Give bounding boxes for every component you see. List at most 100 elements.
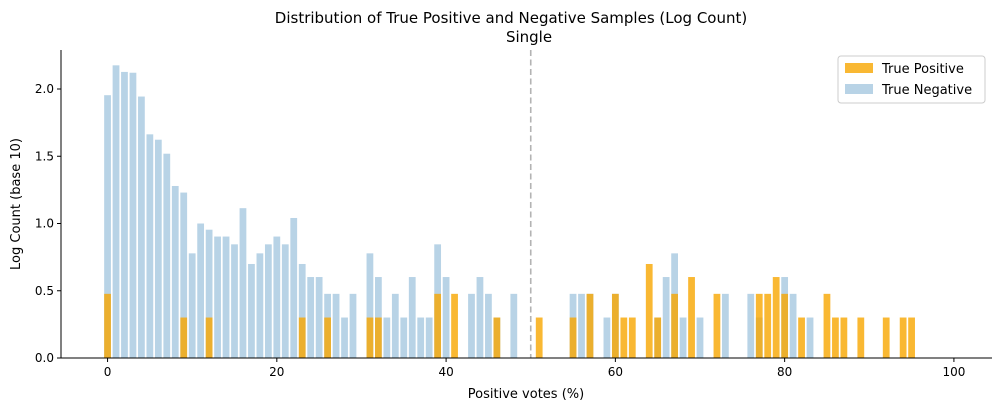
bar-true-positive-85 xyxy=(823,293,831,358)
bar-true-negative-15 xyxy=(231,244,238,358)
bar-true-negative-16 xyxy=(239,208,247,358)
bar-true-positive-31 xyxy=(366,317,374,358)
bar-true-negative-1 xyxy=(112,65,120,358)
bar-true-negative-25 xyxy=(315,277,323,358)
y-tick-label-2: 1.0 xyxy=(35,217,54,231)
x-axis-ticks: 0 20 40 60 80 100 xyxy=(104,358,965,379)
bar-true-positive-9 xyxy=(180,317,188,358)
legend-label-true-positive: True Positive xyxy=(881,62,964,77)
bar-true-negative-21 xyxy=(281,244,289,358)
bar-true-positive-64 xyxy=(645,263,653,358)
x-tick-label-20: 20 xyxy=(269,365,284,379)
bar-true-positive-80 xyxy=(781,293,789,358)
chart-subtitle: Single xyxy=(506,28,552,46)
bar-true-positive-89 xyxy=(857,317,865,358)
bar-true-negative-9 xyxy=(180,192,188,358)
bar-true-positive-12 xyxy=(205,317,213,358)
bar-true-positive-79 xyxy=(772,277,780,358)
bar-true-negative-35 xyxy=(400,317,408,358)
bar-true-positive-41 xyxy=(451,293,458,358)
x-tick-label-60: 60 xyxy=(608,365,623,379)
bar-true-positive-86 xyxy=(832,317,839,358)
bar-true-positive-65 xyxy=(654,317,662,358)
bar-true-negative-14 xyxy=(222,236,230,358)
bars-true-negative xyxy=(104,65,814,359)
bar-true-negative-45 xyxy=(485,293,492,358)
bar-true-negative-81 xyxy=(789,293,797,358)
bar-true-negative-23 xyxy=(298,263,306,358)
bar-true-positive-57 xyxy=(586,293,594,358)
bar-true-positive-26 xyxy=(324,317,331,358)
bar-true-negative-3 xyxy=(129,72,137,358)
bar-true-negative-76 xyxy=(747,293,755,358)
bar-true-negative-43 xyxy=(468,293,475,358)
bar-true-negative-20 xyxy=(273,236,281,358)
bar-true-negative-5 xyxy=(146,134,154,358)
bar-true-positive-77 xyxy=(755,293,763,358)
bar-true-negative-22 xyxy=(290,217,298,358)
bar-true-positive-78 xyxy=(764,293,772,358)
bar-true-positive-0 xyxy=(104,293,111,358)
bar-true-negative-17 xyxy=(248,263,255,358)
bar-true-negative-56 xyxy=(578,293,585,358)
bar-true-positive-72 xyxy=(713,293,721,358)
chart-legend: True Positive True Negative xyxy=(837,55,986,104)
bar-true-positive-87 xyxy=(840,317,848,358)
bar-true-positive-51 xyxy=(535,317,543,358)
bar-true-positive-94 xyxy=(899,317,907,358)
bar-true-negative-13 xyxy=(214,236,221,358)
bar-true-negative-10 xyxy=(188,253,196,358)
bar-true-negative-66 xyxy=(662,277,670,358)
x-tick-label-40: 40 xyxy=(438,365,453,379)
bar-true-positive-92 xyxy=(882,317,890,358)
chart-title: Distribution of True Positive and Negati… xyxy=(275,9,747,27)
bar-true-negative-11 xyxy=(197,223,205,358)
legend-label-true-negative: True Negative xyxy=(881,83,972,98)
bar-true-negative-68 xyxy=(679,317,687,358)
bar-true-positive-61 xyxy=(620,317,628,358)
bar-true-negative-73 xyxy=(722,293,729,358)
bar-true-positive-60 xyxy=(611,293,619,358)
bar-true-negative-33 xyxy=(383,317,391,358)
bar-true-negative-0 xyxy=(104,95,111,358)
bar-true-negative-29 xyxy=(349,293,357,358)
bar-true-positive-82 xyxy=(798,317,805,358)
bar-true-positive-62 xyxy=(628,317,636,358)
legend-swatch-true-negative xyxy=(845,84,873,94)
bar-true-negative-28 xyxy=(341,317,348,358)
bar-true-positive-39 xyxy=(434,293,442,358)
bar-true-negative-7 xyxy=(163,153,171,358)
bar-true-negative-12 xyxy=(205,229,213,358)
y-axis-label: Log Count (base 10) xyxy=(9,138,24,270)
bar-true-negative-40 xyxy=(442,277,450,358)
bar-true-negative-70 xyxy=(696,317,704,358)
bar-true-negative-8 xyxy=(171,185,179,358)
bar-true-positive-69 xyxy=(688,277,695,358)
y-tick-label-3: 1.5 xyxy=(35,149,54,163)
bar-true-negative-32 xyxy=(375,277,382,358)
bars-true-positive xyxy=(104,263,915,358)
bar-true-positive-55 xyxy=(569,317,577,358)
bar-true-negative-83 xyxy=(806,317,814,358)
bar-true-negative-36 xyxy=(408,277,416,358)
x-axis-label: Positive votes (%) xyxy=(468,387,584,402)
y-tick-label-1: 0.5 xyxy=(35,284,54,298)
x-tick-label-100: 100 xyxy=(942,365,965,379)
legend-swatch-true-positive xyxy=(845,63,873,73)
bar-true-positive-67 xyxy=(671,293,678,358)
bar-true-negative-34 xyxy=(391,293,399,358)
y-tick-label-4: 2.0 xyxy=(35,82,54,96)
y-tick-label-0: 0.0 xyxy=(35,351,54,365)
x-tick-label-80: 80 xyxy=(777,365,792,379)
bar-true-negative-27 xyxy=(332,293,340,358)
bar-true-negative-31 xyxy=(366,253,374,358)
bar-true-negative-59 xyxy=(603,317,611,358)
x-tick-label-0: 0 xyxy=(104,365,112,379)
y-axis-ticks: 0.0 0.5 1.0 1.5 2.0 xyxy=(35,82,61,365)
bar-true-negative-38 xyxy=(425,317,433,358)
legend-frame xyxy=(837,55,986,104)
bar-true-negative-44 xyxy=(476,277,484,358)
bar-true-negative-48 xyxy=(510,293,518,358)
